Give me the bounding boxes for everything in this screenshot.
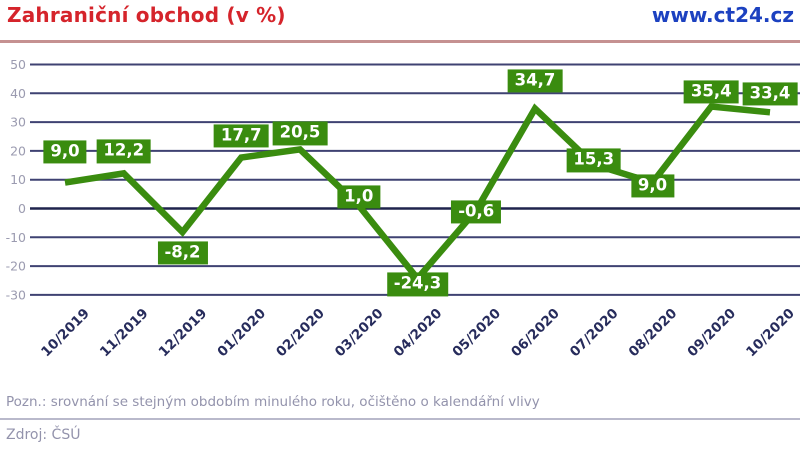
header-divider [0, 40, 800, 43]
chart-canvas: 50 40 30 20 10 0 -10 -20 -30 10/2019 11/2019 12/201… [6, 57, 800, 361]
data-label: 35,4 [683, 79, 739, 104]
y-tick-label: -20 [6, 259, 26, 274]
y-tick-label: 10 [10, 172, 26, 187]
header: Zahraniční obchod (v %) www.ct24.cz [0, 3, 800, 27]
y-tick-label: 30 [10, 115, 26, 130]
y-tick-label: 40 [10, 86, 26, 101]
data-label: 12,2 [96, 139, 152, 163]
chart-note: Pozn.: srovnání se stejným obdobím minul… [6, 394, 540, 410]
data-label: -24,3 [386, 272, 449, 297]
y-tick-label: -10 [6, 230, 26, 245]
data-label: -0,6 [451, 200, 502, 224]
data-label: 34,7 [507, 68, 563, 93]
x-axis-label: 10/2019 [38, 306, 93, 361]
data-label: 9,0 [630, 174, 675, 198]
footer-divider [0, 418, 800, 420]
x-axis-label: 07/2020 [567, 306, 622, 361]
x-axis-label: 10/2020 [743, 306, 798, 361]
x-axis-label: 02/2020 [273, 306, 328, 361]
data-label: 33,4 [742, 82, 798, 106]
data-label: 1,0 [337, 185, 381, 209]
x-axis-label: 08/2020 [626, 306, 681, 361]
x-axis-label: 04/2020 [391, 306, 446, 361]
page-title: Zahraniční obchod (v %) [7, 3, 286, 27]
y-tick-label: 20 [10, 143, 26, 158]
data-label: 15,3 [566, 148, 622, 172]
data-label: -8,2 [157, 241, 208, 265]
foreign-trade-line-chart: 50 40 30 20 10 0 -10 -20 -30 10/2019 11/2019 12/201… [0, 52, 800, 382]
chart-source: Zdroj: ČSÚ [6, 427, 81, 443]
data-label: 9,0 [43, 140, 87, 164]
website-link[interactable]: www.ct24.cz [651, 3, 794, 27]
footer: Pozn.: srovnání se stejným obdobím minul… [0, 394, 800, 443]
y-tick-label: 50 [10, 57, 26, 72]
y-tick-label: -30 [6, 287, 26, 302]
x-axis-label: 01/2020 [214, 306, 269, 361]
data-label: 20,5 [272, 121, 328, 146]
data-label: 17,7 [213, 123, 269, 148]
x-axis-label: 11/2019 [97, 306, 152, 361]
y-tick-label: 0 [18, 201, 26, 216]
x-axis-label: 06/2020 [508, 306, 563, 361]
x-axis-label: 05/2020 [449, 306, 504, 361]
x-axis-label: 12/2019 [156, 306, 211, 361]
x-axis-label: 09/2020 [684, 306, 739, 361]
x-axis-label: 03/2020 [332, 306, 387, 361]
